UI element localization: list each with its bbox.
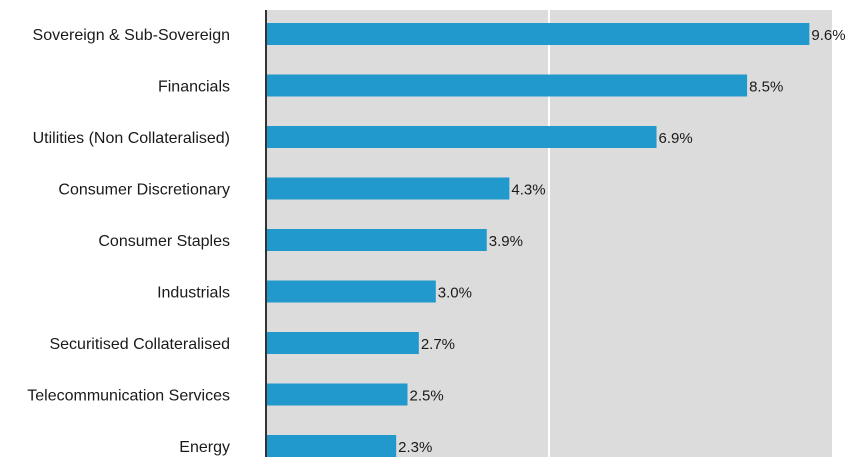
bars (266, 23, 810, 457)
value-label-4: 3.9% (489, 233, 523, 250)
value-label-3: 4.3% (511, 182, 545, 199)
bar-6 (266, 332, 419, 354)
bar-5 (266, 280, 436, 303)
bar-1 (266, 74, 748, 97)
category-labels: Sovereign & Sub-Sovereign Financials Utili… (27, 27, 230, 456)
category-label-2: Utilities (Non Collateralised) (33, 130, 230, 147)
category-label-3: Consumer Discretionary (58, 182, 230, 199)
bar-4 (266, 229, 487, 251)
category-label-6: Securitised Collateralised (49, 336, 230, 353)
bar-0 (266, 23, 810, 45)
bar-3 (266, 177, 510, 200)
category-label-8: Energy (179, 439, 230, 456)
category-label-5: Industrials (157, 285, 230, 302)
category-label-4: Consumer Staples (98, 233, 230, 250)
value-label-2: 6.9% (659, 130, 693, 147)
bar-2 (266, 126, 657, 148)
bar-8 (266, 435, 397, 457)
value-label-5: 3.0% (438, 285, 472, 302)
category-label-7: Telecommunication Services (27, 388, 230, 405)
value-label-1: 8.5% (749, 79, 783, 96)
value-label-0: 9.6% (811, 27, 845, 44)
category-label-0: Sovereign & Sub-Sovereign (33, 27, 230, 44)
value-labels: 9.6% 8.5% 6.9% 4.3% 3.9% 3.0% 2.7% 2.5% 2.3% (398, 27, 845, 456)
value-label-6: 2.7% (421, 336, 455, 353)
value-label-8: 2.3% (398, 439, 432, 456)
value-label-7: 2.5% (410, 388, 444, 405)
category-label-1: Financials (158, 79, 230, 96)
bar-7 (266, 383, 408, 406)
